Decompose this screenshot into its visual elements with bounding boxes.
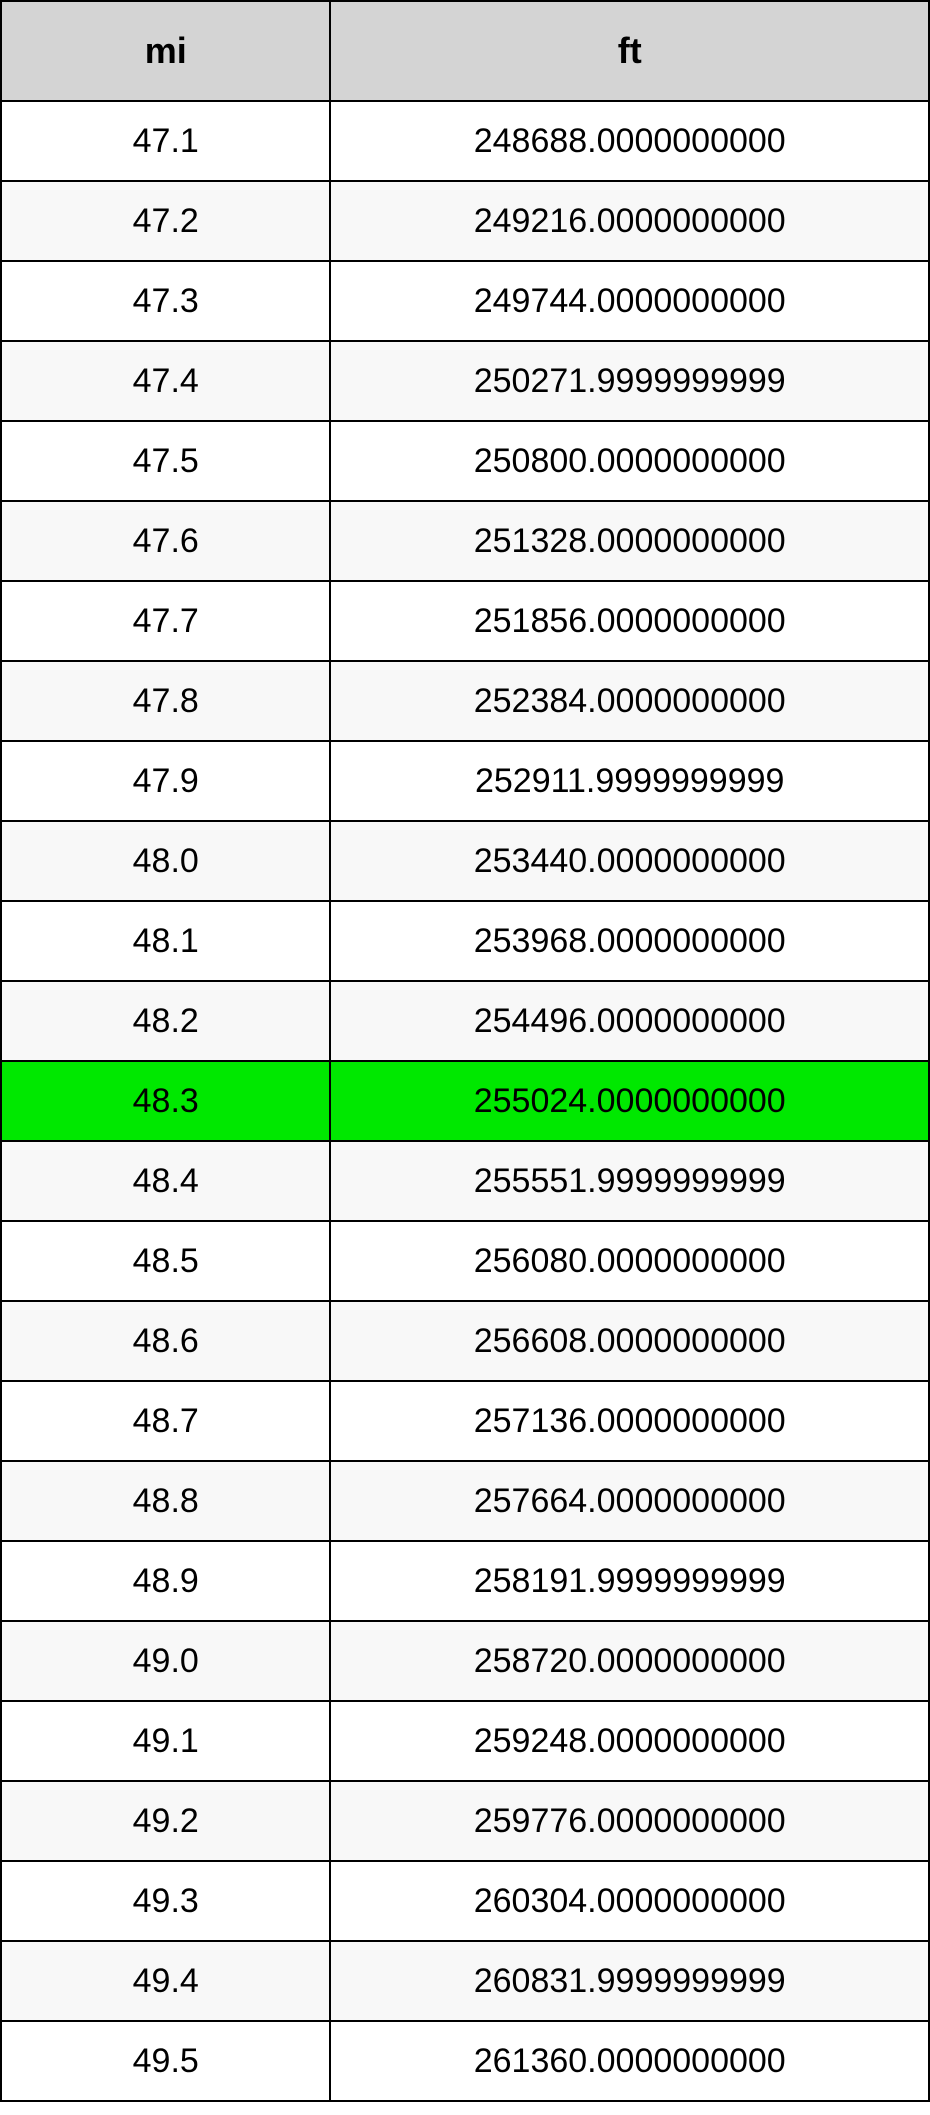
cell-mi: 47.7 (1, 581, 330, 661)
cell-ft: 261360.0000000000 (330, 2021, 929, 2101)
table-row: 48.3255024.0000000000 (1, 1061, 929, 1141)
table-row: 48.6256608.0000000000 (1, 1301, 929, 1381)
cell-ft: 260304.0000000000 (330, 1861, 929, 1941)
cell-mi: 48.3 (1, 1061, 330, 1141)
cell-mi: 47.8 (1, 661, 330, 741)
table-row: 49.4260831.9999999999 (1, 1941, 929, 2021)
cell-ft: 257664.0000000000 (330, 1461, 929, 1541)
cell-ft: 259776.0000000000 (330, 1781, 929, 1861)
cell-mi: 47.1 (1, 101, 330, 181)
cell-mi: 48.0 (1, 821, 330, 901)
table-row: 47.4250271.9999999999 (1, 341, 929, 421)
cell-mi: 47.2 (1, 181, 330, 261)
cell-ft: 254496.0000000000 (330, 981, 929, 1061)
column-header-ft: ft (330, 1, 929, 101)
table-row: 48.5256080.0000000000 (1, 1221, 929, 1301)
cell-mi: 48.1 (1, 901, 330, 981)
cell-mi: 48.2 (1, 981, 330, 1061)
table-row: 49.3260304.0000000000 (1, 1861, 929, 1941)
table-row: 49.1259248.0000000000 (1, 1701, 929, 1781)
table-header-row: mi ft (1, 1, 929, 101)
cell-ft: 249744.0000000000 (330, 261, 929, 341)
cell-mi: 47.9 (1, 741, 330, 821)
table-row: 49.0258720.0000000000 (1, 1621, 929, 1701)
cell-ft: 253440.0000000000 (330, 821, 929, 901)
table-header: mi ft (1, 1, 929, 101)
cell-mi: 47.5 (1, 421, 330, 501)
cell-ft: 250800.0000000000 (330, 421, 929, 501)
cell-mi: 47.3 (1, 261, 330, 341)
table-row: 47.1248688.0000000000 (1, 101, 929, 181)
column-header-mi: mi (1, 1, 330, 101)
cell-mi: 48.9 (1, 1541, 330, 1621)
cell-mi: 49.1 (1, 1701, 330, 1781)
cell-ft: 260831.9999999999 (330, 1941, 929, 2021)
cell-ft: 255024.0000000000 (330, 1061, 929, 1141)
cell-mi: 49.4 (1, 1941, 330, 2021)
cell-ft: 250271.9999999999 (330, 341, 929, 421)
table-row: 48.4255551.9999999999 (1, 1141, 929, 1221)
cell-mi: 49.2 (1, 1781, 330, 1861)
cell-mi: 49.0 (1, 1621, 330, 1701)
table-row: 48.7257136.0000000000 (1, 1381, 929, 1461)
cell-ft: 251856.0000000000 (330, 581, 929, 661)
table-row: 47.8252384.0000000000 (1, 661, 929, 741)
table-body: 47.1248688.000000000047.2249216.00000000… (1, 101, 929, 2101)
cell-ft: 258191.9999999999 (330, 1541, 929, 1621)
table-row: 48.1253968.0000000000 (1, 901, 929, 981)
cell-mi: 48.7 (1, 1381, 330, 1461)
table-row: 47.7251856.0000000000 (1, 581, 929, 661)
table-row: 47.3249744.0000000000 (1, 261, 929, 341)
table-row: 49.2259776.0000000000 (1, 1781, 929, 1861)
cell-mi: 49.3 (1, 1861, 330, 1941)
cell-ft: 256608.0000000000 (330, 1301, 929, 1381)
cell-ft: 256080.0000000000 (330, 1221, 929, 1301)
cell-ft: 252384.0000000000 (330, 661, 929, 741)
cell-mi: 48.5 (1, 1221, 330, 1301)
table-row: 47.2249216.0000000000 (1, 181, 929, 261)
cell-mi: 48.8 (1, 1461, 330, 1541)
cell-ft: 258720.0000000000 (330, 1621, 929, 1701)
cell-mi: 48.6 (1, 1301, 330, 1381)
cell-ft: 252911.9999999999 (330, 741, 929, 821)
cell-ft: 251328.0000000000 (330, 501, 929, 581)
table-row: 48.2254496.0000000000 (1, 981, 929, 1061)
table-row: 47.6251328.0000000000 (1, 501, 929, 581)
cell-mi: 49.5 (1, 2021, 330, 2101)
conversion-table-container: mi ft 47.1248688.000000000047.2249216.00… (0, 0, 930, 2102)
table-row: 47.9252911.9999999999 (1, 741, 929, 821)
cell-ft: 253968.0000000000 (330, 901, 929, 981)
conversion-table: mi ft 47.1248688.000000000047.2249216.00… (0, 0, 930, 2102)
cell-mi: 47.4 (1, 341, 330, 421)
table-row: 48.9258191.9999999999 (1, 1541, 929, 1621)
table-row: 47.5250800.0000000000 (1, 421, 929, 501)
cell-mi: 48.4 (1, 1141, 330, 1221)
cell-ft: 259248.0000000000 (330, 1701, 929, 1781)
table-row: 49.5261360.0000000000 (1, 2021, 929, 2101)
cell-mi: 47.6 (1, 501, 330, 581)
cell-ft: 248688.0000000000 (330, 101, 929, 181)
cell-ft: 257136.0000000000 (330, 1381, 929, 1461)
table-row: 48.0253440.0000000000 (1, 821, 929, 901)
table-row: 48.8257664.0000000000 (1, 1461, 929, 1541)
cell-ft: 249216.0000000000 (330, 181, 929, 261)
cell-ft: 255551.9999999999 (330, 1141, 929, 1221)
